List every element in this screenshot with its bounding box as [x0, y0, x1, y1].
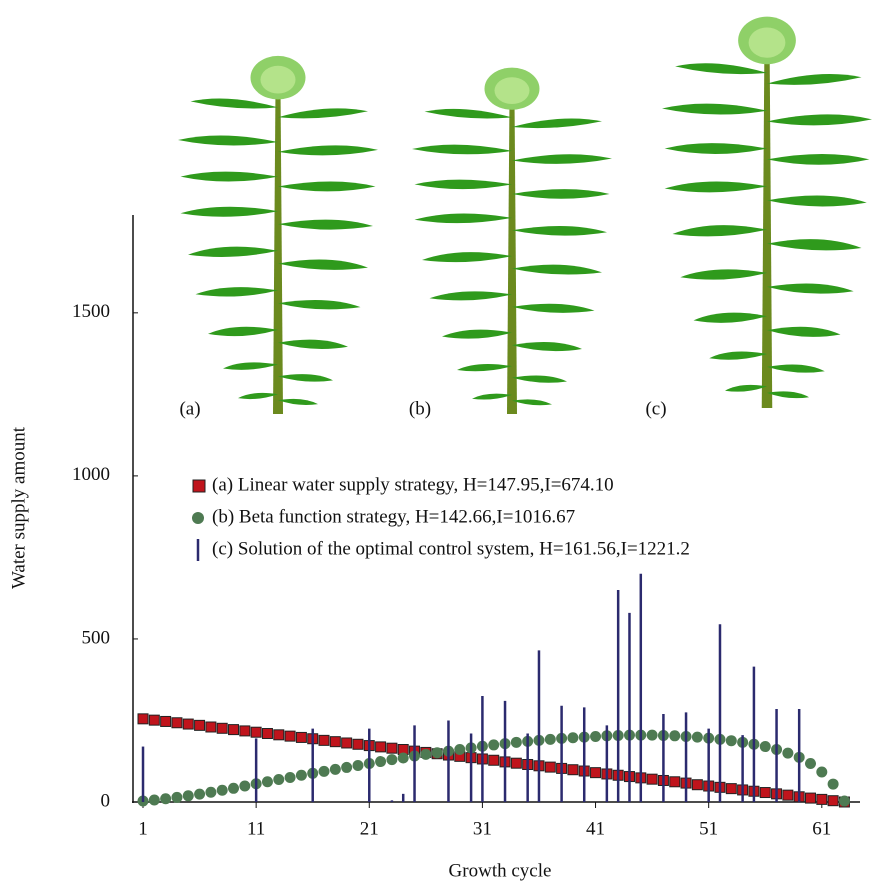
circle-marker — [182, 790, 194, 802]
circle-marker — [160, 793, 172, 805]
circle-marker — [216, 784, 228, 796]
square-marker — [329, 736, 341, 748]
x-tick-label: 51 — [699, 818, 718, 839]
square-marker — [827, 795, 839, 807]
circle-marker — [239, 780, 251, 792]
circle-marker — [590, 730, 602, 742]
panel-label: (b) — [409, 398, 431, 419]
circle-marker — [567, 732, 579, 744]
square-marker — [725, 783, 737, 795]
square-marker — [375, 741, 387, 753]
circle-marker — [284, 772, 296, 784]
square-marker — [205, 721, 217, 733]
legend-label: (b) Beta function strategy, H=142.66,I=1… — [212, 506, 575, 527]
y-tick-label: 500 — [82, 627, 111, 648]
circle-marker — [646, 729, 658, 741]
x-tick-label: 41 — [586, 818, 605, 839]
circle-marker — [759, 741, 771, 753]
plant-illustration — [662, 16, 872, 408]
square-marker — [148, 714, 160, 726]
panel-label: (a) — [179, 398, 200, 419]
y-tick-label: 0 — [101, 790, 111, 811]
circle-marker — [194, 788, 206, 800]
circle-marker — [510, 736, 522, 748]
x-tick-label: 31 — [473, 818, 492, 839]
circle-marker — [386, 754, 398, 766]
circle-marker — [205, 786, 217, 798]
square-marker — [295, 731, 307, 743]
square-marker — [160, 715, 172, 727]
circle-marker — [691, 731, 703, 743]
square-marker — [669, 776, 681, 788]
x-tick-label: 11 — [247, 818, 265, 839]
square-marker — [341, 737, 353, 749]
circle-marker — [148, 794, 160, 806]
circle-marker — [228, 782, 240, 794]
circle-marker — [431, 747, 443, 759]
plant-illustration — [178, 55, 378, 414]
square-marker — [352, 738, 364, 750]
circle-marker — [488, 739, 500, 751]
x-tick-label: 1 — [138, 818, 148, 839]
legend-marker — [192, 479, 206, 493]
circle-marker — [318, 765, 330, 777]
legend-label: (c) Solution of the optimal control syst… — [212, 538, 690, 559]
square-marker — [646, 773, 658, 785]
circle-marker — [816, 766, 828, 778]
y-axis-title: Water supply amount — [8, 426, 29, 589]
circle-marker — [397, 752, 409, 764]
y-tick-label: 1000 — [72, 464, 110, 485]
circle-marker — [261, 776, 273, 788]
y-tick-label: 1500 — [72, 301, 110, 322]
square-marker — [137, 713, 149, 725]
circle-marker — [725, 735, 737, 747]
square-marker — [171, 717, 183, 729]
square-marker — [239, 725, 251, 737]
circle-marker — [669, 730, 681, 742]
circle-marker — [782, 747, 794, 759]
square-marker — [318, 734, 330, 746]
circle-marker — [295, 769, 307, 781]
square-marker — [590, 767, 602, 779]
square-marker — [182, 718, 194, 730]
square-marker — [250, 726, 262, 738]
circle-marker — [352, 759, 364, 771]
square-marker — [510, 757, 522, 769]
circle-marker — [375, 756, 387, 768]
panel-label: (c) — [645, 398, 666, 419]
square-marker — [488, 754, 500, 766]
square-marker — [691, 779, 703, 791]
legend-marker — [192, 512, 204, 524]
square-marker — [386, 742, 398, 754]
circle-marker — [171, 791, 183, 803]
circle-marker — [329, 763, 341, 775]
circle-marker — [804, 758, 816, 770]
square-marker — [544, 761, 556, 773]
legend-label: (a) Linear water supply strategy, H=147.… — [212, 474, 614, 495]
square-marker — [759, 787, 771, 799]
square-marker — [261, 728, 273, 740]
circle-marker — [454, 743, 466, 755]
x-tick-label: 61 — [812, 818, 831, 839]
square-marker — [216, 722, 228, 734]
square-marker — [567, 764, 579, 776]
x-tick-label: 21 — [360, 818, 379, 839]
square-marker — [284, 730, 296, 742]
square-marker — [228, 724, 240, 736]
square-marker — [804, 792, 816, 804]
square-marker — [816, 793, 828, 805]
circle-marker — [827, 778, 839, 790]
circle-marker — [341, 761, 353, 773]
x-axis-title: Growth cycle — [449, 860, 552, 881]
circle-marker — [544, 733, 556, 745]
circle-marker — [273, 773, 285, 785]
square-marker — [194, 719, 206, 731]
square-marker — [782, 789, 794, 801]
square-marker — [273, 729, 285, 741]
plant-illustration — [412, 67, 612, 414]
circle-marker — [838, 795, 850, 807]
circle-marker — [420, 748, 432, 760]
